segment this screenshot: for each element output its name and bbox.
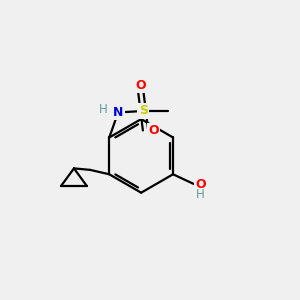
Text: H: H <box>196 188 205 201</box>
Text: O: O <box>195 178 206 191</box>
Text: H: H <box>99 103 108 116</box>
Text: N: N <box>113 106 123 119</box>
Text: O: O <box>136 79 146 92</box>
Text: O: O <box>148 124 159 137</box>
Text: S: S <box>139 104 148 118</box>
